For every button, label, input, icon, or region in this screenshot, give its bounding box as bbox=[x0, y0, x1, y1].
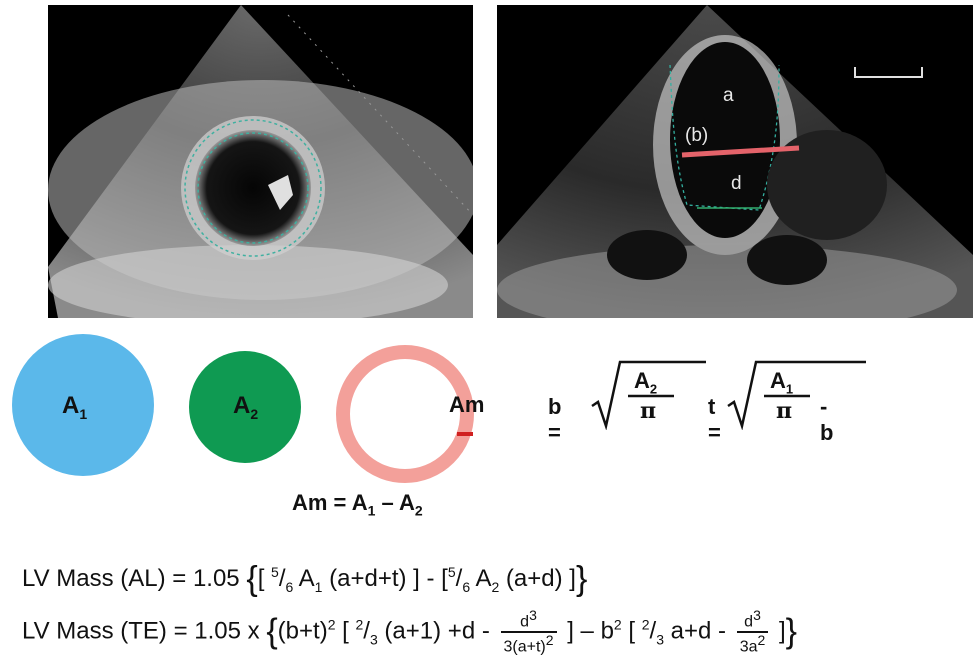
lv-mass-te-formula: LV Mass (TE) = 1.05 x {(b+t)2 [ 2/3 (a+1… bbox=[22, 607, 798, 656]
bottom-echo bbox=[48, 245, 448, 318]
lv-cavity bbox=[195, 130, 311, 246]
left-atrium bbox=[607, 230, 687, 280]
label-d: d bbox=[731, 173, 742, 194]
t-lhs: t = bbox=[708, 394, 721, 445]
depth-markers bbox=[287, 14, 473, 216]
radical-sign-t bbox=[727, 360, 866, 430]
b-lhs: b = bbox=[548, 394, 562, 445]
radical-sign-b bbox=[591, 360, 706, 430]
lv-mass-al-formula: LV Mass (AL) = 1.05 {[ 5/6 A1 (a+d+t) ] … bbox=[22, 560, 588, 598]
am-label: Am bbox=[449, 392, 485, 417]
label-a: a bbox=[723, 85, 734, 106]
am-equation: Am = A1 – A2 bbox=[292, 490, 423, 519]
t-tail: - b bbox=[820, 394, 834, 445]
t-den: π bbox=[776, 398, 793, 424]
t-num: A1 bbox=[770, 368, 794, 397]
short-axis-line bbox=[681, 145, 800, 158]
short-axis-ultrasound bbox=[48, 5, 473, 318]
a1-blob bbox=[12, 334, 154, 476]
a2-blob bbox=[189, 351, 301, 463]
endocardial-trace bbox=[197, 132, 309, 244]
lv-cavity bbox=[670, 42, 780, 238]
b-den: π bbox=[640, 398, 657, 424]
epicardial-trace bbox=[184, 119, 322, 257]
a1-label: A1 bbox=[62, 392, 88, 422]
scale-bracket bbox=[854, 67, 923, 78]
a2-circle bbox=[189, 351, 301, 463]
papillary-muscle bbox=[268, 175, 293, 210]
am-annulus bbox=[336, 345, 474, 483]
te-fraction-1: d3 3(a+t)2 bbox=[500, 608, 557, 656]
endocardial-trace bbox=[669, 64, 780, 211]
te-fraction-2: d3 3a2 bbox=[736, 608, 769, 656]
a2-label: A2 bbox=[233, 392, 259, 422]
a1-circle bbox=[12, 334, 154, 476]
label-b: (b) bbox=[685, 125, 709, 146]
echo-apical-image: a (b) d bbox=[497, 5, 973, 318]
rv-cavity bbox=[767, 130, 887, 240]
echo-short-axis-image bbox=[48, 5, 473, 318]
b-num: A2 bbox=[634, 368, 658, 397]
right-atrium bbox=[747, 235, 827, 285]
apical-ultrasound bbox=[497, 5, 973, 318]
am-ring bbox=[336, 345, 474, 483]
